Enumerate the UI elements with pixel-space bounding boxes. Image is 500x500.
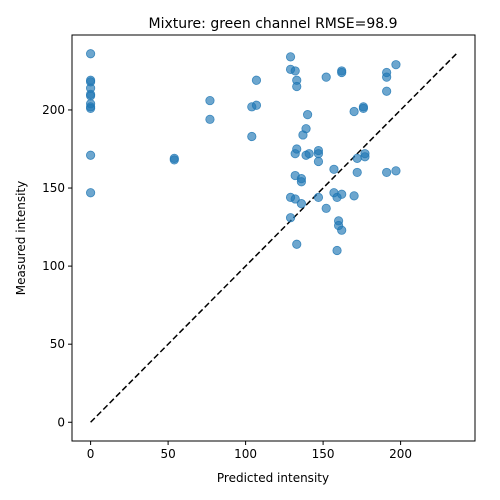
data-point xyxy=(337,189,347,199)
x-tick-label: 50 xyxy=(160,447,175,461)
y-tick-label: 200 xyxy=(42,103,65,117)
data-point xyxy=(302,110,313,120)
data-point xyxy=(313,192,324,202)
data-point xyxy=(313,149,324,159)
data-point xyxy=(304,149,314,159)
x-tick-label: 200 xyxy=(389,447,412,461)
y-tick-label: 0 xyxy=(57,415,65,429)
data-point xyxy=(169,155,179,165)
data-point xyxy=(352,153,362,163)
data-point xyxy=(349,106,359,117)
reference-line-layer xyxy=(90,53,457,423)
chart-title: Mixture: green channel RMSE=98.9 xyxy=(148,16,397,32)
data-point xyxy=(86,188,96,198)
data-point xyxy=(391,166,401,176)
data-point xyxy=(290,194,300,204)
data-point xyxy=(251,75,262,85)
data-point xyxy=(247,131,257,142)
data-point xyxy=(301,124,311,134)
data-point xyxy=(313,156,324,167)
x-axis-label: Predicted intensity xyxy=(217,471,329,485)
data-point xyxy=(285,52,296,62)
points-layer xyxy=(86,49,401,256)
x-tick-label: 0 xyxy=(87,447,95,461)
plot-frame xyxy=(71,34,476,442)
data-point xyxy=(292,81,302,92)
x-tick-label: 100 xyxy=(234,447,257,461)
data-point xyxy=(321,203,331,213)
data-point xyxy=(86,49,96,59)
data-point xyxy=(349,191,359,201)
data-point xyxy=(86,103,96,113)
y-tick-label: 150 xyxy=(42,181,65,195)
data-point xyxy=(285,213,296,223)
data-point xyxy=(337,67,347,78)
data-point xyxy=(382,167,392,178)
data-point xyxy=(296,199,306,209)
x-ticks: 0 50 100 150 200 xyxy=(87,441,412,461)
reference-line xyxy=(90,53,457,423)
data-point xyxy=(86,91,96,101)
y-ticks: 0 50 100 150 200 xyxy=(42,103,72,429)
data-point xyxy=(391,60,401,70)
data-point xyxy=(352,167,362,178)
data-point xyxy=(292,144,302,154)
data-point xyxy=(251,100,262,110)
data-point xyxy=(337,225,347,235)
data-point xyxy=(292,239,302,249)
data-point xyxy=(332,245,342,256)
data-point xyxy=(296,177,306,187)
data-point xyxy=(205,95,215,106)
data-point xyxy=(382,86,392,96)
data-point xyxy=(86,150,96,160)
data-point xyxy=(360,152,370,162)
data-point xyxy=(290,66,300,76)
y-axis-label: Measured intensity xyxy=(14,181,28,295)
data-point xyxy=(321,72,331,82)
y-tick-label: 50 xyxy=(50,337,65,351)
data-point xyxy=(382,72,392,82)
data-point xyxy=(329,164,339,174)
y-tick-label: 100 xyxy=(42,259,65,273)
data-point xyxy=(205,114,215,124)
data-point xyxy=(358,103,368,113)
x-tick-label: 150 xyxy=(312,447,335,461)
